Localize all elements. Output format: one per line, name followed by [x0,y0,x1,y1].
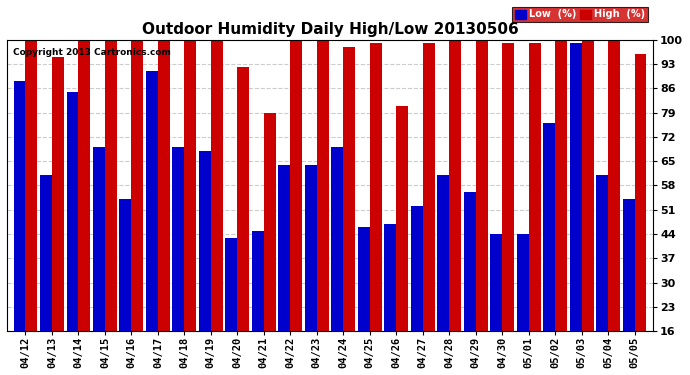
Bar [608,29,620,331]
Bar [396,106,408,331]
Bar [93,147,105,331]
Bar [475,15,488,331]
Bar [331,147,343,331]
Bar [199,151,211,331]
Bar [343,46,355,331]
Bar [66,92,79,331]
Bar [464,192,475,331]
Bar [119,200,131,331]
Bar [172,147,184,331]
Bar [437,175,449,331]
Bar [384,224,396,331]
Bar [543,123,555,331]
Bar [79,5,90,331]
Bar [290,15,302,331]
Bar [305,165,317,331]
Bar [14,81,26,331]
Bar [423,43,435,331]
Bar [226,237,237,331]
Bar [264,112,276,331]
Bar [582,0,593,331]
Bar [622,200,635,331]
Bar [26,0,37,331]
Bar [317,15,328,331]
Bar [555,15,567,331]
Legend: Low  (%), High  (%): Low (%), High (%) [512,7,648,22]
Bar [40,175,52,331]
Bar [52,57,64,331]
Bar [252,231,264,331]
Text: Copyright 2013 Cartronics.com: Copyright 2013 Cartronics.com [13,48,171,57]
Bar [131,15,144,331]
Bar [237,68,249,331]
Bar [211,29,223,331]
Bar [449,29,461,331]
Bar [635,54,647,331]
Bar [596,175,608,331]
Bar [411,206,423,331]
Bar [570,43,582,331]
Bar [184,0,196,331]
Bar [105,15,117,331]
Bar [278,165,290,331]
Bar [529,43,540,331]
Bar [358,227,370,331]
Bar [158,0,170,331]
Bar [370,43,382,331]
Bar [517,234,529,331]
Bar [502,43,514,331]
Title: Outdoor Humidity Daily High/Low 20130506: Outdoor Humidity Daily High/Low 20130506 [141,22,518,37]
Bar [146,71,158,331]
Bar [491,234,502,331]
